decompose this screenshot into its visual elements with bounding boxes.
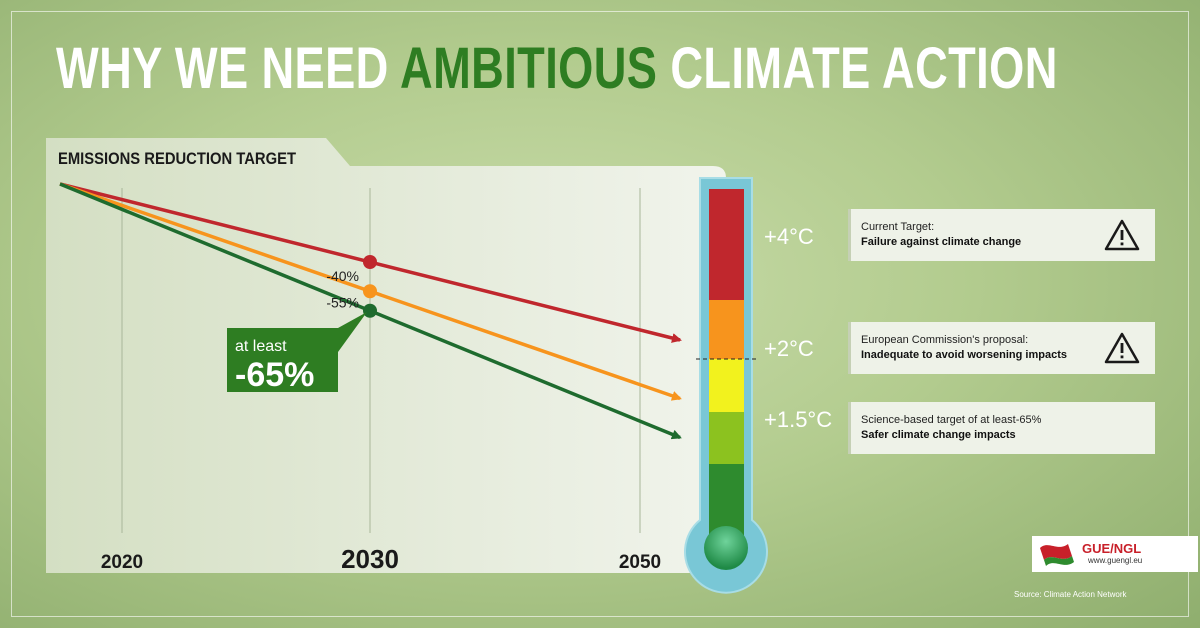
legend-commission-desc: Inadequate to avoid worsening impacts <box>861 349 1067 361</box>
x-tick-label: 2050 <box>619 552 661 573</box>
legend-current-desc: Failure against climate change <box>861 236 1022 248</box>
data-label-current: -40% <box>326 268 359 284</box>
thermometer-segment-yellow <box>709 359 744 412</box>
legend-current-title: Current Target: <box>861 221 935 233</box>
page-title: WHY WE NEED AMBITIOUS CLIMATE ACTION <box>56 40 1058 98</box>
temperature-label: +2°C <box>764 336 814 361</box>
data-label-commission: -55% <box>326 294 359 310</box>
data-point-current-2030 <box>363 255 377 269</box>
callout-line2: -65% <box>235 356 314 394</box>
warning-icon <box>1104 332 1140 364</box>
temperature-label: +4°C <box>764 224 814 249</box>
title-part-1: WHY WE NEED <box>56 36 389 101</box>
x-tick-label: 2020 <box>101 552 143 573</box>
target-callout: at least -65% <box>227 312 367 394</box>
flag-icon <box>1040 544 1074 566</box>
legend-science-desc: Safer climate change impacts <box>861 429 1016 441</box>
x-tick-label: 2030 <box>341 544 399 574</box>
data-point-commission-2030 <box>363 284 377 299</box>
legend-item-commission: European Commission's proposal: Inadequa… <box>848 322 1155 374</box>
thermometer <box>684 177 768 594</box>
warning-icon <box>1104 219 1140 251</box>
title-accent: AMBITIOUS <box>400 36 658 101</box>
legend-item-science: Science-based target of at least-65% Saf… <box>848 402 1155 454</box>
legend-science-title: Science-based target of at least-65% <box>861 414 1042 426</box>
thermometer-segment-red <box>709 189 744 300</box>
legend-commission-title: European Commission's proposal: <box>861 334 1029 346</box>
callout-box <box>227 312 367 392</box>
temperature-label: +1.5°C <box>764 407 832 432</box>
thermometer-bulb <box>704 526 748 570</box>
guengl-logo: GUE/NGL www.guengl.eu <box>1032 536 1198 572</box>
callout-line1: at least <box>235 338 287 355</box>
title-part-2: CLIMATE ACTION <box>670 36 1058 101</box>
thermometer-segment-orange <box>709 300 744 359</box>
logo-name: GUE/NGL <box>1082 541 1142 556</box>
thermometer-segment-lightgreen <box>709 412 744 464</box>
data-point-science-2030 <box>363 303 377 318</box>
outer-frame <box>11 11 1189 617</box>
legend-item-current: Current Target: Failure against climate … <box>848 209 1155 261</box>
logo-url: www.guengl.eu <box>1088 556 1143 565</box>
chart-panel <box>46 138 726 573</box>
chart-title: EMISSIONS REDUCTION TARGET <box>58 149 297 168</box>
source-note: Source: Climate Action Network <box>1014 590 1127 599</box>
